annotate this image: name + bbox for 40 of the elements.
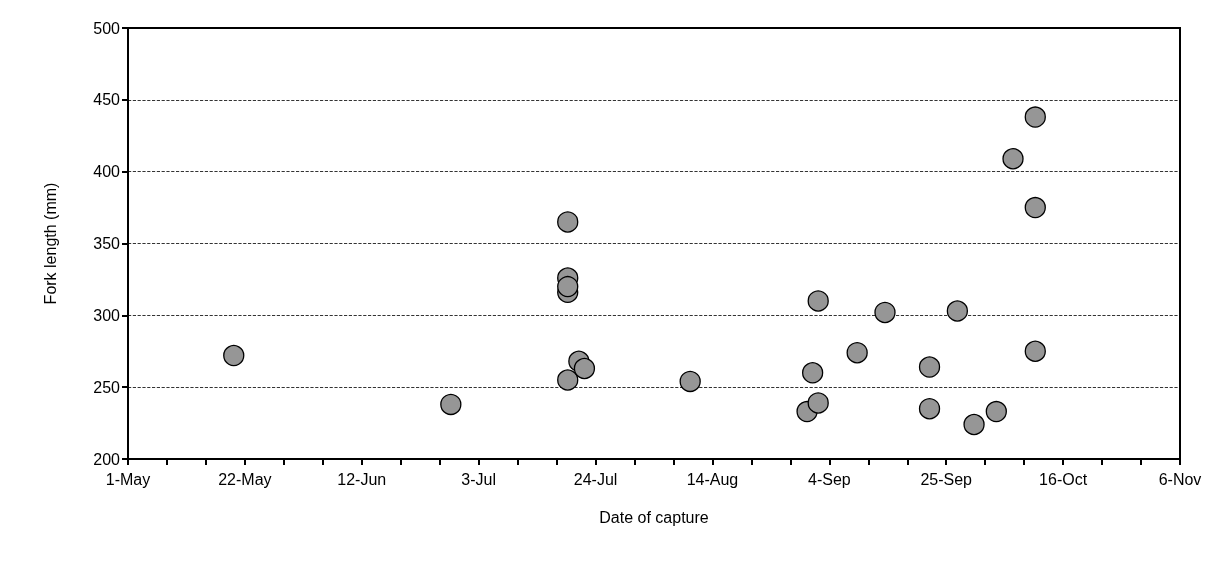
point [573, 357, 596, 380]
point [807, 392, 829, 414]
x-tick-label: 24-Jul [573, 470, 618, 488]
point [918, 356, 941, 378]
x-tick-label: 6-Nov [1158, 470, 1202, 488]
y-tick-label: 400 [93, 163, 121, 181]
point [679, 370, 701, 393]
point [557, 369, 579, 391]
x-tick-label: 1-May [105, 470, 151, 488]
y-tick-label: 200 [93, 450, 121, 468]
y-tick-label: 450 [93, 91, 121, 109]
point [557, 275, 579, 298]
point [1024, 106, 1046, 128]
x-tick-label: 22-May [218, 470, 272, 488]
y-tick-label: 300 [93, 306, 121, 324]
point [963, 413, 985, 436]
point [440, 393, 462, 416]
point [802, 362, 824, 384]
y-axis-title: Fork length (mm) [41, 182, 59, 305]
point [223, 344, 245, 367]
x-tick-label: 16-Oct [1039, 470, 1088, 488]
point [1002, 148, 1024, 170]
point [1024, 340, 1046, 362]
y-tick-label: 350 [93, 235, 121, 252]
y-tick-label: 500 [93, 19, 121, 37]
point [985, 400, 1007, 423]
point [918, 398, 941, 420]
x-tick-label: 4-Sep [807, 470, 851, 488]
x-tick-label: 12-Jun [337, 470, 387, 488]
point [846, 342, 868, 364]
point [557, 211, 579, 233]
x-tick-label: 14-Aug [686, 470, 739, 488]
point [1024, 196, 1046, 219]
point [874, 301, 896, 324]
x-axis-title: Date of capture [599, 508, 709, 526]
x-tick-label: 3-Jul [461, 470, 497, 488]
point [946, 300, 968, 322]
point [807, 290, 829, 312]
x-tick-label: 25-Sep [920, 470, 973, 488]
y-tick-label: 250 [93, 378, 121, 396]
